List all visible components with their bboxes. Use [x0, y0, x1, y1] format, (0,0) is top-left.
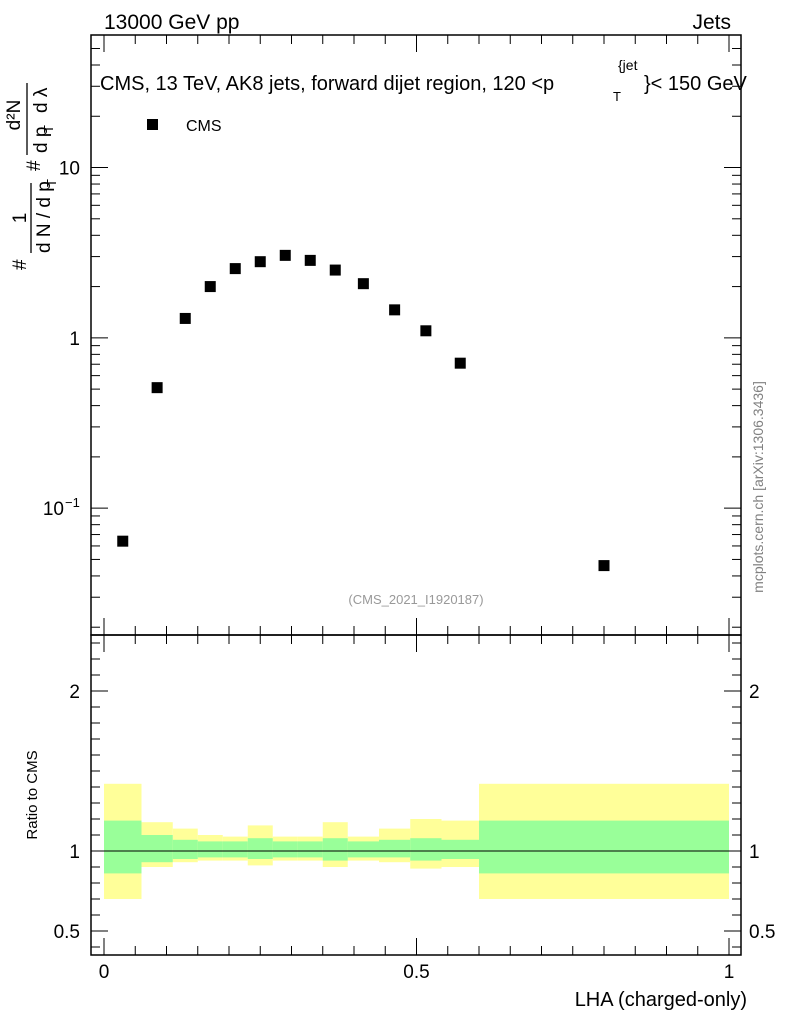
ratio-panel: 0.5 0.5 1 1 2 2 0 0.5 1 Ratio to CMS LHA (charge…	[24, 634, 775, 1011]
x-axis-label: LHA (charged-only)	[575, 989, 747, 1011]
data-point	[204, 281, 216, 293]
analysis-watermark: (CMS_2021_I1920187)	[348, 592, 483, 607]
header-left: 13000 GeV pp	[104, 11, 239, 34]
ratio-y-tick-label-right: 1	[749, 842, 760, 863]
header-right: Jets	[692, 11, 731, 34]
side-note: mcplots.cern.ch [arXiv:1306.3436]	[750, 381, 766, 593]
data-point	[389, 304, 401, 316]
y-axis-label: # 1 d N / d p T # d²N d p T d λ	[4, 83, 59, 270]
inner-band	[197, 841, 223, 858]
y-tick-label: 10	[43, 499, 64, 520]
title-subscript: T	[613, 89, 621, 104]
data-point	[151, 382, 163, 394]
data-point	[179, 312, 191, 324]
ratio-y-label: Ratio to CMS	[24, 750, 41, 839]
data-point	[598, 560, 610, 572]
data-point	[454, 357, 466, 369]
y-tick-exponent: −1	[65, 495, 80, 510]
title-end: }< 150 GeV	[644, 73, 748, 95]
ratio-y-tick-label-left: 0.5	[54, 922, 80, 943]
y-tick-label: 10	[59, 159, 80, 180]
x-tick-label: 0.5	[403, 962, 429, 983]
ylabel-denominator2: d p	[31, 127, 52, 153]
inner-band	[410, 838, 442, 861]
data-point	[329, 264, 341, 276]
ratio-y-tick-label-left: 1	[69, 842, 80, 863]
data-point	[420, 325, 432, 337]
inner-band	[172, 839, 198, 859]
inner-band	[322, 838, 348, 861]
inner-band	[222, 841, 248, 858]
legend-label: CMS	[186, 118, 222, 135]
inner-band	[441, 839, 479, 859]
ylabel-one: 1	[10, 213, 31, 224]
y-tick-label: 1	[69, 329, 80, 350]
inner-band	[104, 820, 142, 874]
x-tick-label: 1	[724, 962, 735, 983]
ratio-y-tick-label-right: 2	[749, 682, 760, 703]
data-point	[304, 254, 316, 266]
x-tick-label: 0	[99, 962, 110, 983]
data-point	[279, 249, 291, 261]
title-superscript: {jet	[618, 57, 638, 73]
ylabel-dlambda: d λ	[31, 87, 52, 113]
data-point	[229, 263, 241, 275]
inner-band	[272, 841, 298, 858]
ratio-frame	[90, 634, 742, 956]
ylabel-hash2: #	[24, 160, 45, 171]
inner-band	[479, 820, 729, 874]
legend-marker	[147, 119, 158, 130]
ylabel-sub1: T	[44, 179, 59, 187]
ratio-y-tick-label-right: 0.5	[749, 922, 775, 943]
ylabel-numerator: d²N	[4, 100, 25, 131]
inner-band	[247, 838, 273, 859]
chart-title: CMS, 13 TeV, AK8 jets, forward dijet reg…	[100, 73, 554, 95]
ratio-ticks: 0.5 0.5 1 1 2 2 0 0.5 1	[54, 635, 775, 983]
data-point	[117, 535, 129, 547]
main-points	[117, 249, 610, 572]
ratio-y-tick-label-left: 2	[69, 682, 80, 703]
ylabel-denominator: d N / d p	[34, 181, 55, 253]
inner-band	[141, 835, 173, 863]
ratio-bands	[91, 783, 741, 899]
data-point	[357, 278, 369, 290]
inner-band	[379, 839, 411, 858]
data-point	[254, 256, 266, 268]
inner-band	[347, 841, 379, 858]
ylabel-sub2: T	[41, 125, 56, 133]
ylabel-hash1: #	[10, 259, 31, 270]
title-main: CMS, 13 TeV, AK8 jets, forward dijet reg…	[100, 73, 554, 95]
inner-band	[297, 841, 323, 858]
